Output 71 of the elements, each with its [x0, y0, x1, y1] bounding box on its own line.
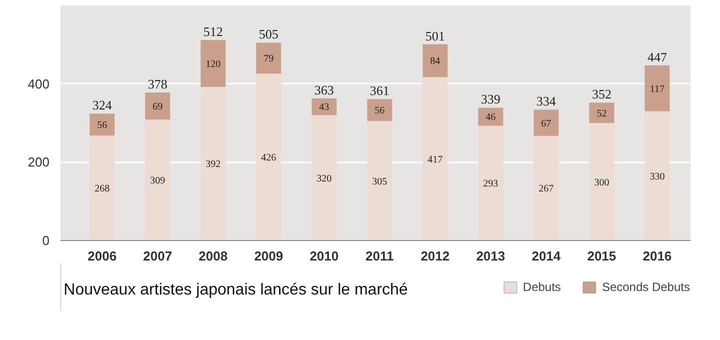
bar	[90, 136, 115, 240]
total-label: 339	[480, 92, 500, 107]
x-tick-label: 2006	[88, 248, 117, 264]
bar	[422, 44, 448, 78]
total-label: 363	[314, 82, 334, 98]
text: Nouveaux artistes japonais lancés sur le marché	[64, 281, 408, 298]
x-tick-label: 2009	[254, 248, 284, 264]
x-tick-label: 2008	[198, 248, 228, 264]
data-label: 320	[316, 173, 332, 184]
x-tick-label: 2015	[587, 248, 616, 264]
total-label: 505	[258, 26, 278, 42]
total-label: 447	[647, 49, 668, 64]
data-label: 43	[319, 102, 330, 114]
x-tick-label: 2013	[476, 248, 506, 264]
total-label: 512	[203, 24, 223, 39]
bar	[367, 121, 392, 240]
y-tick-label: 0	[42, 233, 50, 248]
bar	[367, 99, 392, 122]
bar	[145, 92, 170, 120]
data-label: 305	[372, 176, 388, 188]
bar	[200, 40, 226, 87]
bar	[256, 74, 282, 240]
data-label: 56	[374, 106, 385, 117]
bar	[534, 136, 559, 240]
x-tick-label: 2016	[642, 248, 672, 264]
x-tick-label: 2007	[143, 248, 172, 264]
total-label: 378	[148, 76, 168, 92]
bar	[589, 123, 614, 240]
x-tick-label: 2012	[420, 248, 450, 264]
bar	[256, 42, 282, 74]
bar	[145, 119, 170, 240]
bar	[312, 115, 337, 240]
data-label: 67	[541, 118, 552, 130]
total-label: 361	[370, 83, 390, 98]
bar	[644, 65, 670, 112]
data-label: 426	[261, 152, 276, 164]
x-tick-label: 2010	[310, 248, 339, 264]
data-label: 52	[596, 108, 607, 120]
data-label: 392	[206, 159, 221, 170]
data-label: 117	[650, 84, 665, 95]
data-label: 120	[206, 58, 221, 70]
data-label: 84	[430, 56, 440, 68]
data-label: 69	[152, 101, 163, 112]
data-label: 309	[150, 175, 166, 186]
data-label: 293	[483, 178, 498, 190]
y-tick-label: 200	[28, 154, 50, 170]
bar	[534, 110, 559, 136]
data-label: 417	[428, 154, 443, 166]
bar	[589, 102, 614, 123]
legend-label: Debuts	[522, 280, 561, 294]
total-label: 352	[592, 86, 612, 102]
x-tick-label: 2014	[532, 248, 562, 264]
data-label: 268	[94, 184, 110, 195]
data-label: 267	[538, 184, 554, 195]
bar	[200, 86, 226, 240]
bar	[478, 126, 504, 240]
legend-label: Seconds Debuts	[602, 280, 690, 294]
total-label: 324	[92, 98, 112, 113]
total-label: 501	[425, 28, 445, 44]
data-label: 46	[486, 112, 496, 124]
data-label: 330	[650, 171, 665, 182]
total-label: 334	[536, 94, 556, 109]
data-label: 300	[594, 177, 610, 188]
x-tick-label: 2011	[366, 248, 394, 264]
data-label: 56	[97, 120, 108, 132]
y-tick-label: 400	[28, 76, 50, 92]
bar	[90, 114, 115, 136]
data-label: 79	[264, 54, 274, 65]
bar	[422, 77, 448, 240]
bar	[644, 111, 670, 240]
bar	[478, 108, 504, 126]
